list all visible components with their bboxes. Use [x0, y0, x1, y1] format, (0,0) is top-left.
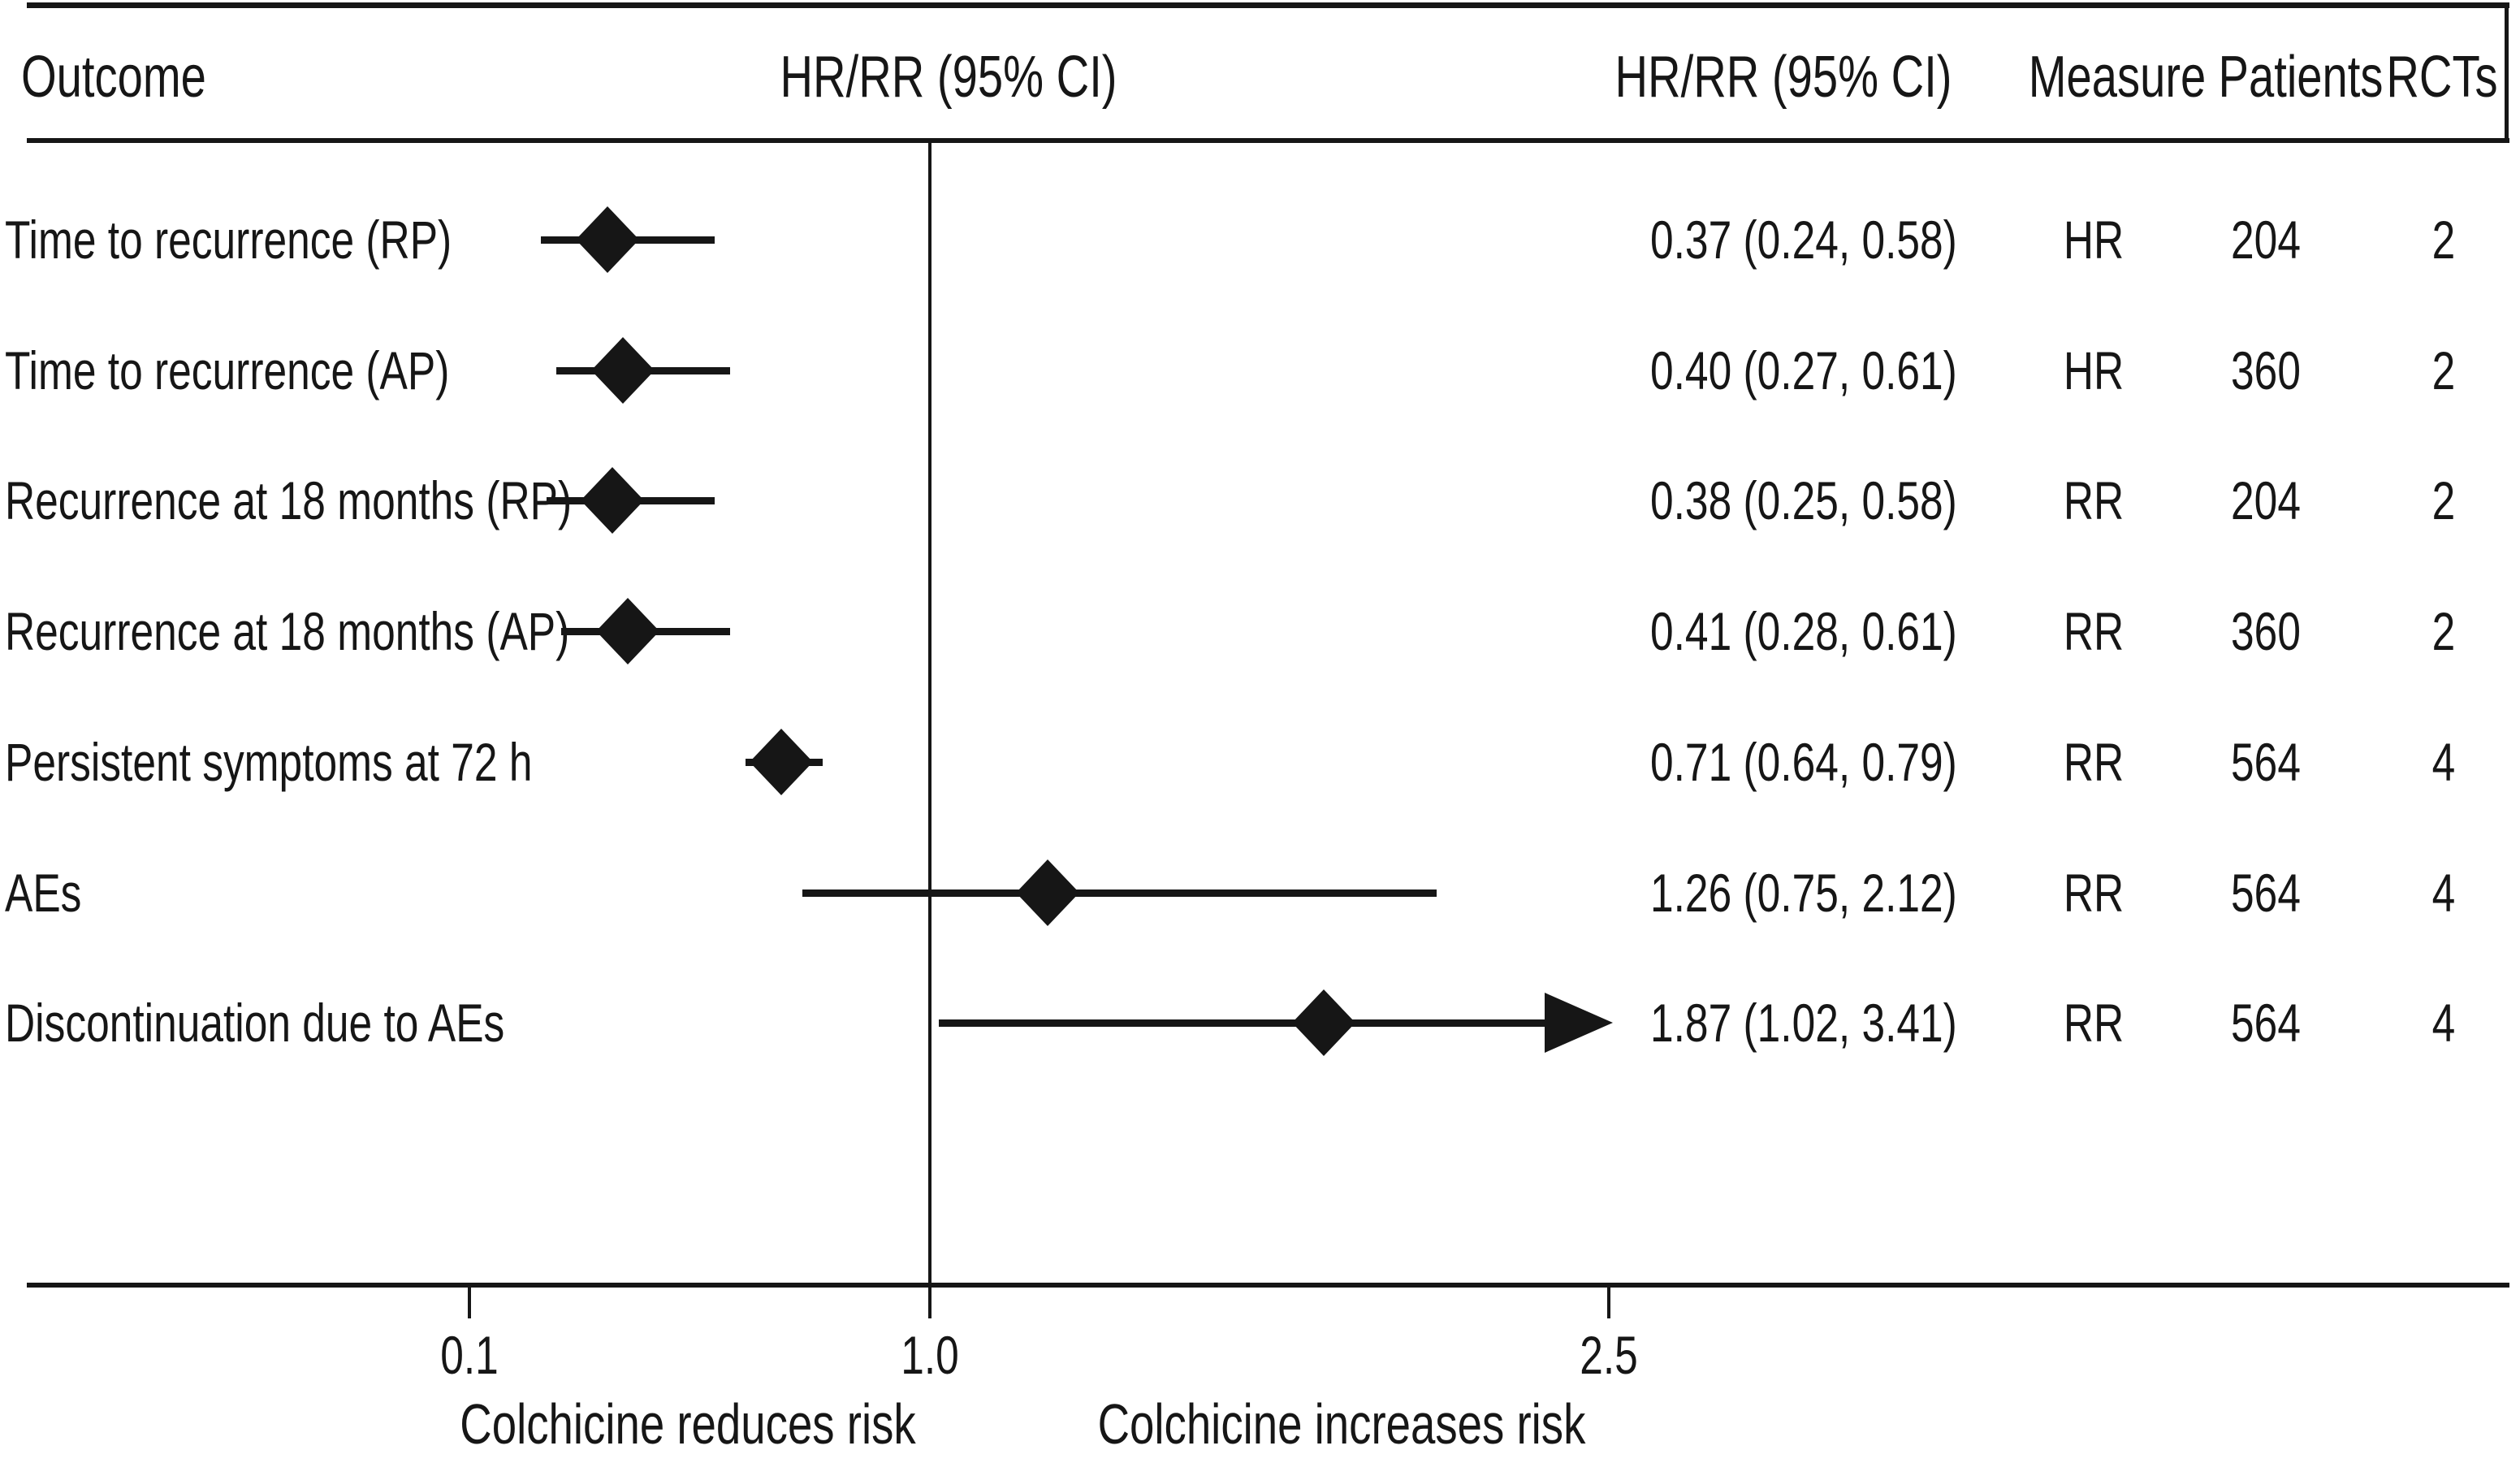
effect-diamond	[576, 206, 639, 273]
rcts-value: 2	[2431, 340, 2456, 400]
rcts-value: 2	[2431, 601, 2456, 661]
measure-value: HR	[2063, 340, 2124, 400]
effect-diamond	[596, 598, 659, 664]
effect-diamond	[591, 337, 655, 404]
outcome-label: Time to recurrence (RP)	[5, 210, 452, 270]
axis-tick	[468, 1288, 471, 1318]
rcts-value: 2	[2431, 470, 2456, 530]
x-axis-line	[27, 1283, 2509, 1288]
axis-tick	[1607, 1288, 1610, 1318]
measure-value: RR	[2063, 601, 2124, 661]
axis-tick	[928, 1288, 931, 1318]
rcts-value: 4	[2431, 863, 2456, 923]
column-header-rcts: RCTs	[2386, 45, 2498, 110]
header-separator-rule	[27, 138, 2509, 143]
axis-region-label-increases: Colchicine increases risk	[1097, 1392, 1586, 1456]
hrrr-ci-value: 1.26 (0.75, 2.12)	[1650, 863, 1957, 923]
outcome-label: Recurrence at 18 months (AP)	[5, 601, 570, 661]
hrrr-ci-value: 0.37 (0.24, 0.58)	[1650, 210, 1957, 270]
patients-value: 360	[2231, 340, 2301, 400]
outcome-label: Time to recurrence (AP)	[5, 340, 450, 400]
hrrr-ci-value: 0.71 (0.64, 0.79)	[1650, 732, 1957, 792]
patients-value: 564	[2231, 993, 2301, 1053]
hrrr-ci-value: 0.41 (0.28, 0.61)	[1650, 601, 1957, 661]
effect-diamond	[581, 467, 644, 534]
patients-value: 360	[2231, 601, 2301, 661]
hrrr-ci-value: 0.38 (0.25, 0.58)	[1650, 470, 1957, 530]
patients-value: 204	[2231, 470, 2301, 530]
measure-value: RR	[2063, 863, 2124, 923]
column-header-hrrr-plot: HR/RR (95% CI)	[780, 45, 1117, 110]
header-right-rule	[2505, 2, 2509, 143]
patients-value: 204	[2231, 210, 2301, 270]
patients-value: 564	[2231, 863, 2301, 923]
effect-diamond	[1016, 859, 1079, 926]
measure-value: RR	[2063, 470, 2124, 530]
rcts-value: 4	[2431, 993, 2456, 1053]
rcts-value: 4	[2431, 732, 2456, 792]
outcome-label: Persistent symptoms at 72 h	[5, 732, 533, 792]
axis-tick-label: 1.0	[901, 1325, 959, 1385]
axis-tick-label: 0.1	[440, 1325, 499, 1385]
hrrr-ci-value: 0.40 (0.27, 0.61)	[1650, 340, 1957, 400]
outcome-label: Recurrence at 18 months (RP)	[5, 470, 573, 530]
figure-top-rule	[27, 2, 2509, 8]
ci-truncation-arrow-icon	[1545, 993, 1613, 1053]
patients-value: 564	[2231, 732, 2301, 792]
reference-line-1	[928, 143, 931, 1283]
column-header-hrrr-value: HR/RR (95% CI)	[1614, 45, 1952, 110]
effect-diamond	[750, 729, 813, 795]
axis-tick-label: 2.5	[1580, 1325, 1638, 1385]
column-header-measure: Measure	[2028, 45, 2207, 110]
rcts-value: 2	[2431, 210, 2456, 270]
ci-line	[802, 889, 1437, 897]
column-header-outcome: Outcome	[21, 45, 206, 110]
column-header-patients: Patients	[2218, 45, 2384, 110]
outcome-label: Discontinuation due to AEs	[5, 993, 505, 1053]
outcome-label: AEs	[5, 863, 82, 923]
hrrr-ci-value: 1.87 (1.02, 3.41)	[1650, 993, 1957, 1053]
ci-line	[939, 1019, 1551, 1027]
effect-diamond	[1292, 989, 1355, 1056]
measure-value: RR	[2063, 993, 2124, 1053]
measure-value: RR	[2063, 732, 2124, 792]
measure-value: HR	[2063, 210, 2124, 270]
axis-region-label-reduces: Colchicine reduces risk	[460, 1392, 916, 1456]
